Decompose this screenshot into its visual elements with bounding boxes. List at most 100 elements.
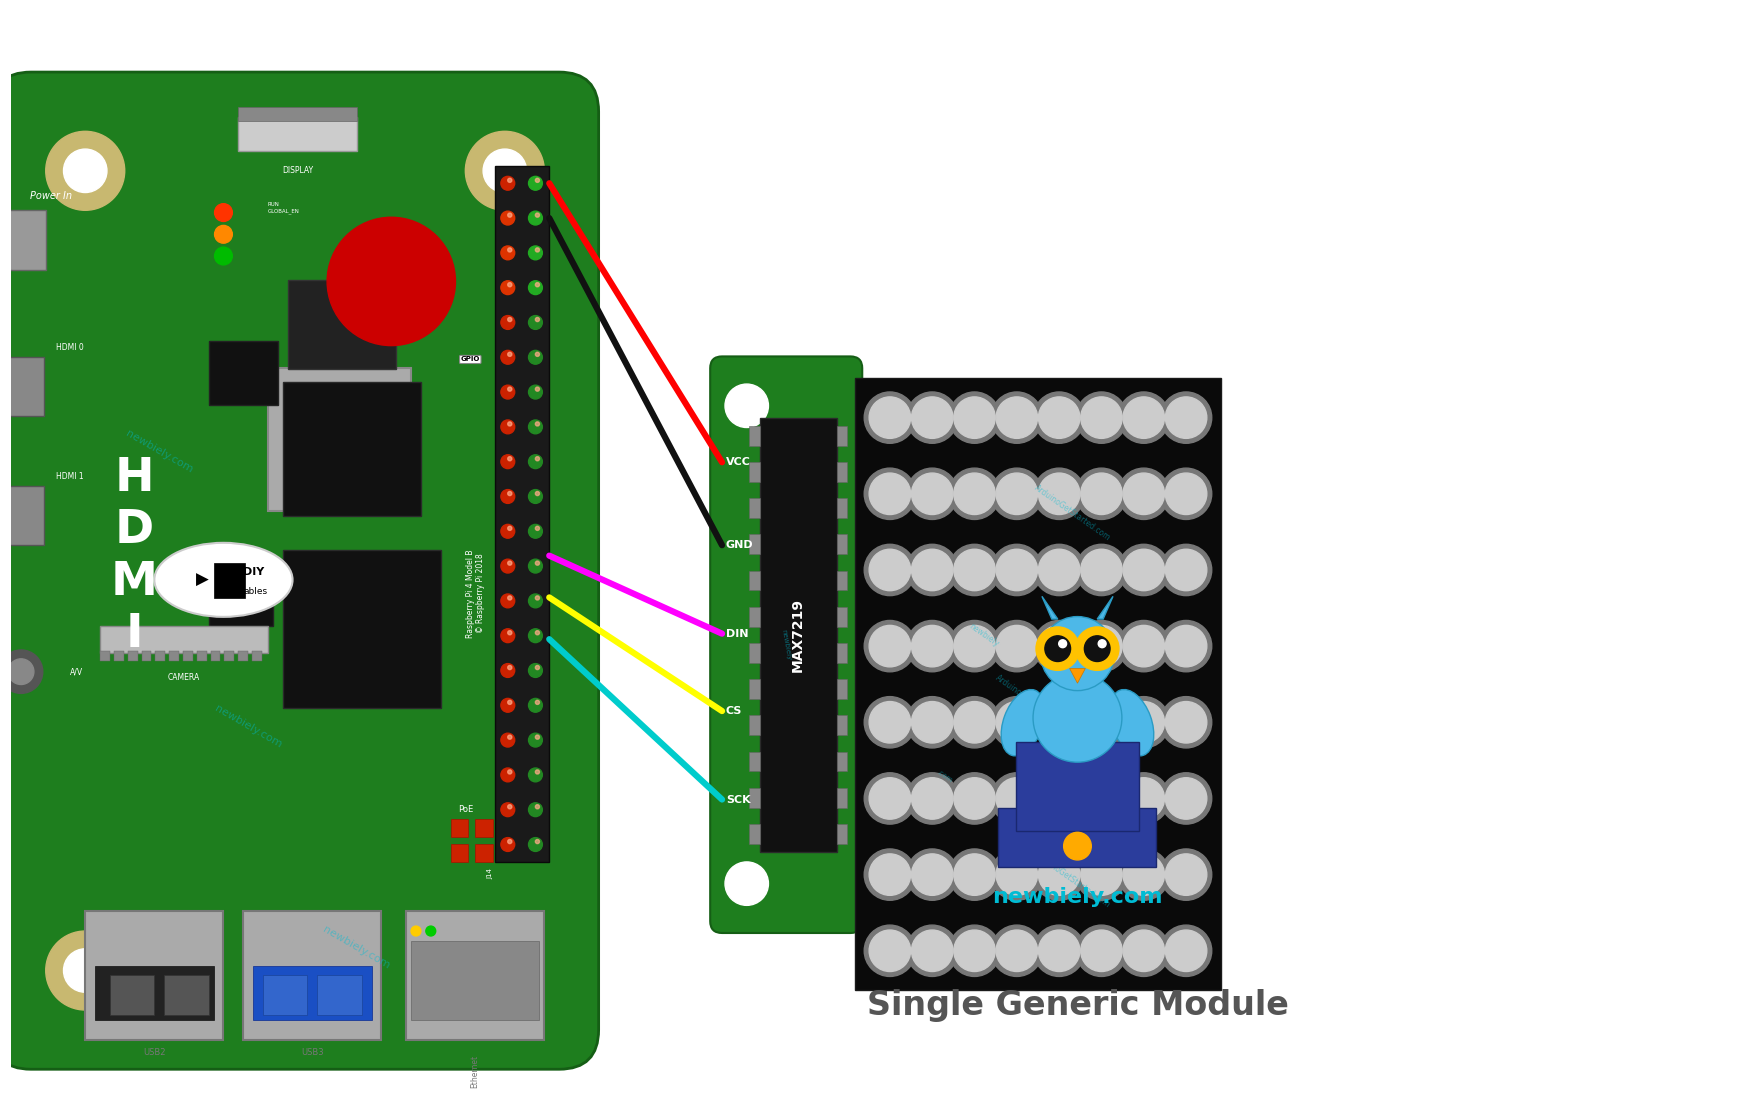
Bar [837,571,848,590]
Circle shape [529,281,543,295]
Circle shape [992,468,1043,519]
Circle shape [529,802,543,816]
Circle shape [953,702,996,743]
Circle shape [500,176,515,190]
Circle shape [507,561,511,565]
Bar [837,679,848,700]
Circle shape [388,238,425,273]
Circle shape [536,769,539,774]
Circle shape [1161,544,1212,596]
Circle shape [869,702,911,743]
Circle shape [1059,639,1066,648]
Circle shape [63,149,107,192]
Bar [476,819,493,837]
Text: DISPLAY: DISPLAY [282,166,314,175]
Text: HDMI 1: HDMI 1 [56,472,83,481]
Bar [837,462,848,482]
Circle shape [863,925,916,976]
Bar [100,625,268,654]
Circle shape [529,663,543,678]
Bar [263,975,307,1015]
Circle shape [507,457,511,461]
Circle shape [529,490,543,504]
Circle shape [869,854,911,895]
Circle shape [1119,925,1170,976]
Circle shape [1034,468,1085,519]
Text: DIN: DIN [726,628,749,638]
Circle shape [1034,544,1085,596]
Circle shape [1077,696,1128,748]
Circle shape [215,247,233,265]
Text: ArduinoGetStarted.com: ArduinoGetStarted.com [994,673,1073,732]
Text: ArduinoGetStarted.com: ArduinoGetStarted.com [1033,483,1112,542]
Circle shape [996,778,1038,819]
Circle shape [536,352,539,356]
Circle shape [536,422,539,426]
Circle shape [1119,392,1170,444]
Bar [759,418,837,853]
Circle shape [500,455,515,469]
Circle shape [992,392,1043,444]
Bar [2,211,46,270]
Bar [211,651,220,661]
Circle shape [950,544,1001,596]
Text: J14: J14 [486,868,493,879]
Circle shape [536,631,539,635]
Bar [749,752,759,772]
Circle shape [483,149,527,192]
Circle shape [500,698,515,713]
Circle shape [529,593,543,608]
Circle shape [1077,544,1128,596]
Circle shape [1161,621,1212,672]
Circle shape [507,352,511,356]
Circle shape [529,628,543,643]
Bar [749,607,759,626]
Bar [411,941,539,1020]
Circle shape [1119,468,1170,519]
Circle shape [1161,696,1212,748]
Circle shape [1122,473,1165,515]
Text: GPIO: GPIO [460,356,479,363]
Circle shape [1077,925,1128,976]
Circle shape [536,701,539,704]
Bar [282,383,421,516]
Bar [476,844,493,861]
Circle shape [536,526,539,530]
Circle shape [507,387,511,391]
Text: Power In: Power In [30,190,72,201]
Circle shape [863,621,916,672]
Circle shape [1119,621,1170,672]
Bar [749,788,759,808]
Circle shape [529,316,543,329]
Circle shape [953,549,996,590]
Circle shape [869,549,911,590]
Bar [208,576,273,626]
Circle shape [992,773,1043,824]
Circle shape [500,525,515,538]
Circle shape [1119,849,1170,901]
Bar [287,280,396,368]
Circle shape [507,736,511,739]
Circle shape [911,473,953,515]
Bar [224,651,234,661]
Circle shape [1077,468,1128,519]
Circle shape [869,930,911,972]
Circle shape [863,849,916,901]
Circle shape [500,663,515,678]
Circle shape [529,420,543,434]
Bar [837,752,848,772]
Circle shape [1119,696,1170,748]
Bar [109,975,155,1015]
Circle shape [996,625,1038,667]
Text: RUN
GLOBAL_EN: RUN GLOBAL_EN [268,202,300,214]
Circle shape [536,596,539,600]
Circle shape [950,773,1001,824]
Circle shape [359,238,395,273]
Circle shape [507,769,511,774]
Circle shape [536,492,539,495]
Circle shape [529,698,543,713]
Text: CAMERA: CAMERA [167,673,201,682]
Circle shape [500,837,515,851]
Circle shape [507,631,511,635]
Circle shape [1077,392,1128,444]
